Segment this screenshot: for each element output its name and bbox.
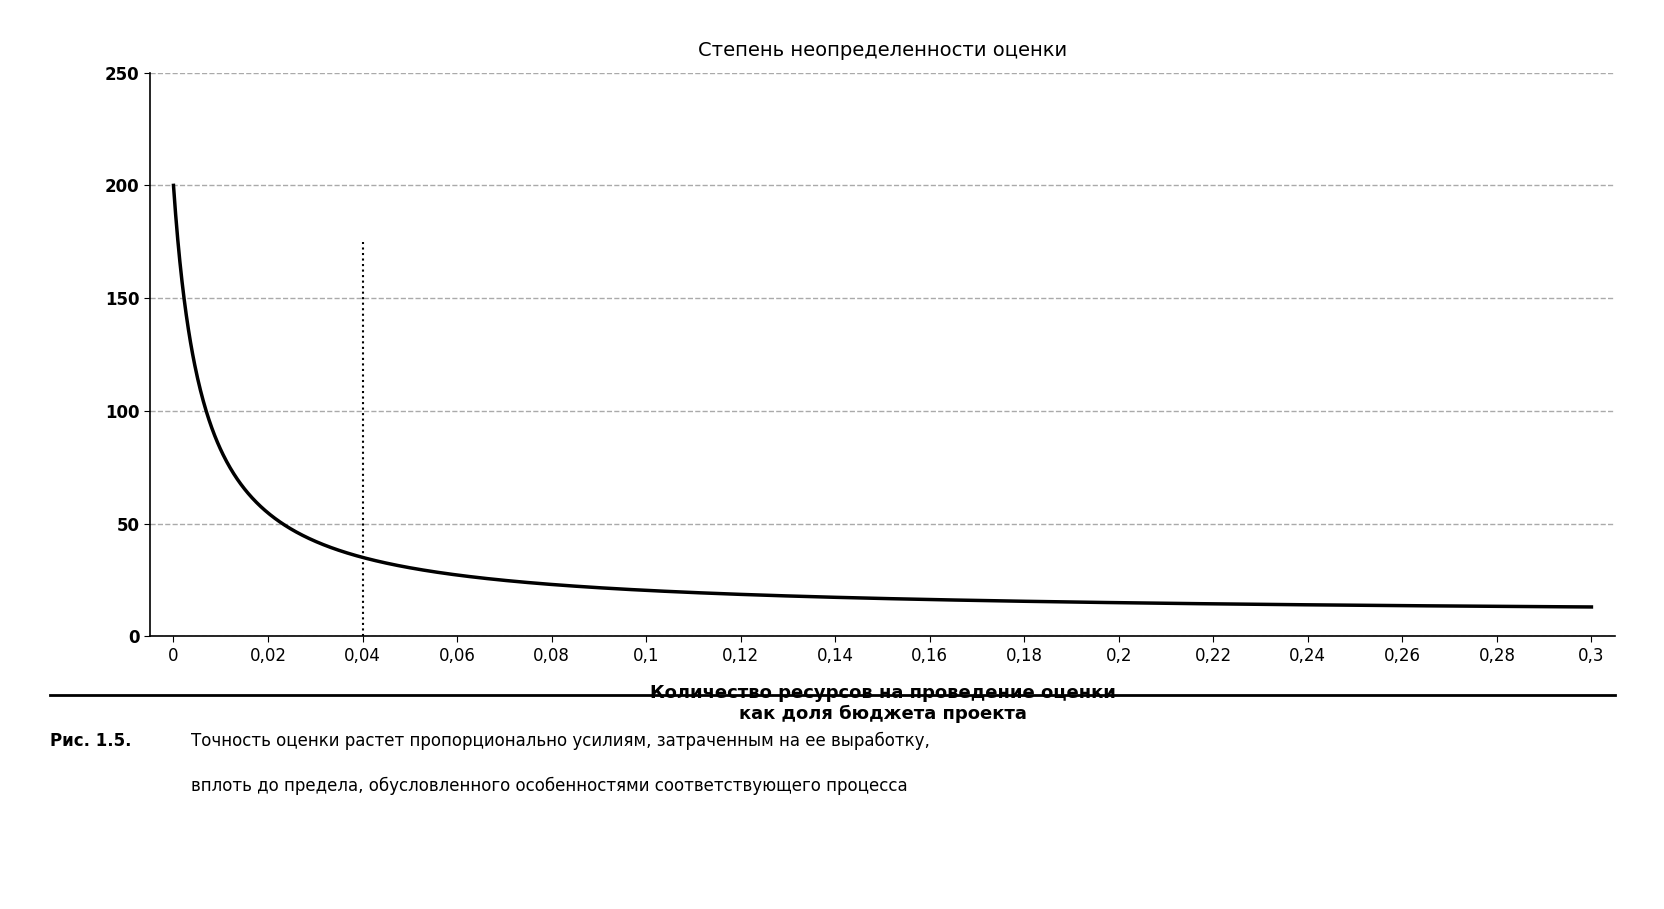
Text: вплоть до предела, обусловленного особенностями соответствующего процесса: вплоть до предела, обусловленного особен…	[191, 777, 907, 795]
Text: Рис. 1.5.: Рис. 1.5.	[50, 732, 131, 750]
Title: Степень неопределенности оценки: Степень неопределенности оценки	[697, 41, 1067, 60]
X-axis label: Количество ресурсов на проведение оценки
как доля бюджета проекта: Количество ресурсов на проведение оценки…	[649, 684, 1115, 724]
Text: Точность оценки растет пропорционально усилиям, затраченным на ее выработку,: Точность оценки растет пропорционально у…	[191, 732, 930, 750]
